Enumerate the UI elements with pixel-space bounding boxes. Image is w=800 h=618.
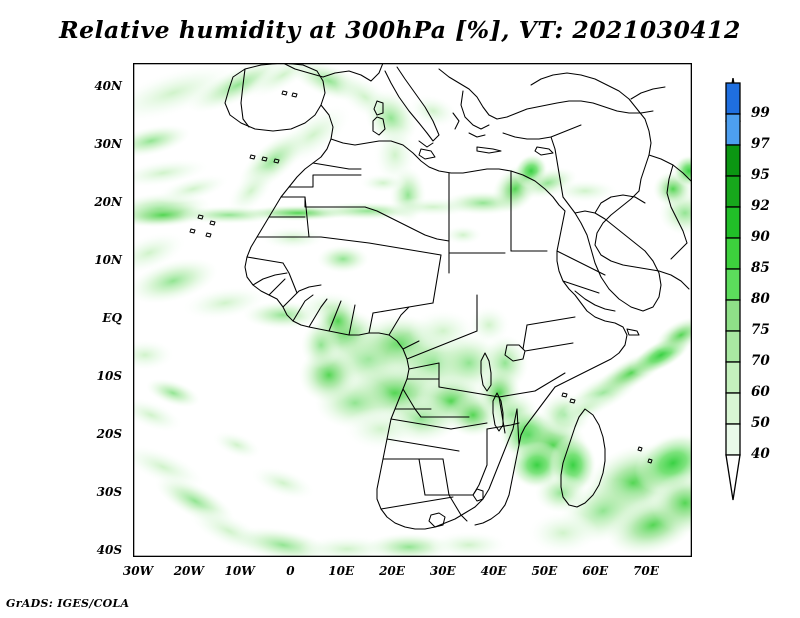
map-panel	[133, 63, 692, 557]
x-tick-label-8: 50E	[531, 564, 558, 578]
colorbar-cell-75-80	[725, 299, 741, 332]
map-svg	[133, 63, 692, 557]
x-tick-label-5: 20E	[379, 564, 405, 578]
colorbar-cell-92-95	[725, 175, 741, 208]
colorbar-label-50: 50	[751, 415, 770, 431]
x-tick-label-3: 0	[286, 564, 295, 578]
y-tick-label-2: 20N	[94, 195, 122, 209]
colorbar-cell-99-100	[725, 82, 741, 115]
y-tick-label-4: EQ	[102, 311, 122, 325]
colorbar-label-75: 75	[751, 322, 770, 338]
colorbar-label-80: 80	[751, 291, 770, 307]
map-frame	[133, 63, 692, 557]
x-tick-label-1: 20W	[173, 564, 204, 578]
colorbar-cell-95-97	[725, 144, 741, 177]
colorbar-label-70: 70	[751, 353, 770, 369]
colorbar-label-99: 99	[751, 105, 770, 121]
colorbar: 99 97 95 92 90 85 80 75 70 60 50 40	[713, 77, 797, 558]
colorbar-label-97: 97	[751, 136, 770, 152]
y-tick-label-0: 40N	[94, 79, 122, 93]
colorbar-cells	[725, 77, 741, 501]
x-tick-label-6: 30E	[429, 564, 456, 578]
y-tick-label-3: 10N	[94, 253, 122, 267]
x-tick-label-10: 70E	[633, 564, 659, 578]
y-tick-label-5: 10S	[96, 369, 122, 383]
x-tick-label-4: 10E	[328, 564, 355, 578]
footer-credit: GrADS: IGES/COLA	[6, 597, 130, 610]
colorbar-cell-50-60	[725, 392, 741, 425]
colorbar-cell-40-50	[725, 423, 741, 456]
colorbar-label-90: 90	[751, 229, 770, 245]
x-tick-label-0: 30W	[122, 564, 154, 578]
page-title: Relative humidity at 300hPa [%], VT: 202…	[59, 16, 741, 44]
colorbar-cell-80-85	[725, 268, 741, 301]
colorbar-cell-85-90	[725, 237, 741, 270]
colorbar-label-95: 95	[751, 167, 770, 183]
coastline-overlay	[189, 63, 692, 530]
colorbar-cell-90-92	[725, 206, 741, 239]
y-tick-label-7: 30S	[96, 485, 122, 499]
x-tick-label-2: 10W	[224, 564, 255, 578]
humidity-field	[133, 63, 692, 557]
colorbar-svg	[725, 77, 741, 501]
colorbar-label-60: 60	[751, 384, 770, 400]
colorbar-cap-bottom	[725, 454, 741, 501]
colorbar-cell-70-75	[725, 330, 741, 363]
x-tick-label-7: 40E	[480, 564, 507, 578]
colorbar-label-92: 92	[751, 198, 770, 214]
colorbar-cell-97-99	[725, 113, 741, 146]
colorbar-label-85: 85	[751, 260, 770, 276]
y-tick-label-6: 20S	[96, 427, 122, 441]
colorbar-label-40: 40	[751, 446, 770, 462]
colorbar-cell-60-70	[725, 361, 741, 394]
y-tick-label-8: 40S	[96, 543, 122, 557]
y-tick-label-1: 30N	[94, 137, 122, 151]
x-tick-label-9: 60E	[582, 564, 609, 578]
